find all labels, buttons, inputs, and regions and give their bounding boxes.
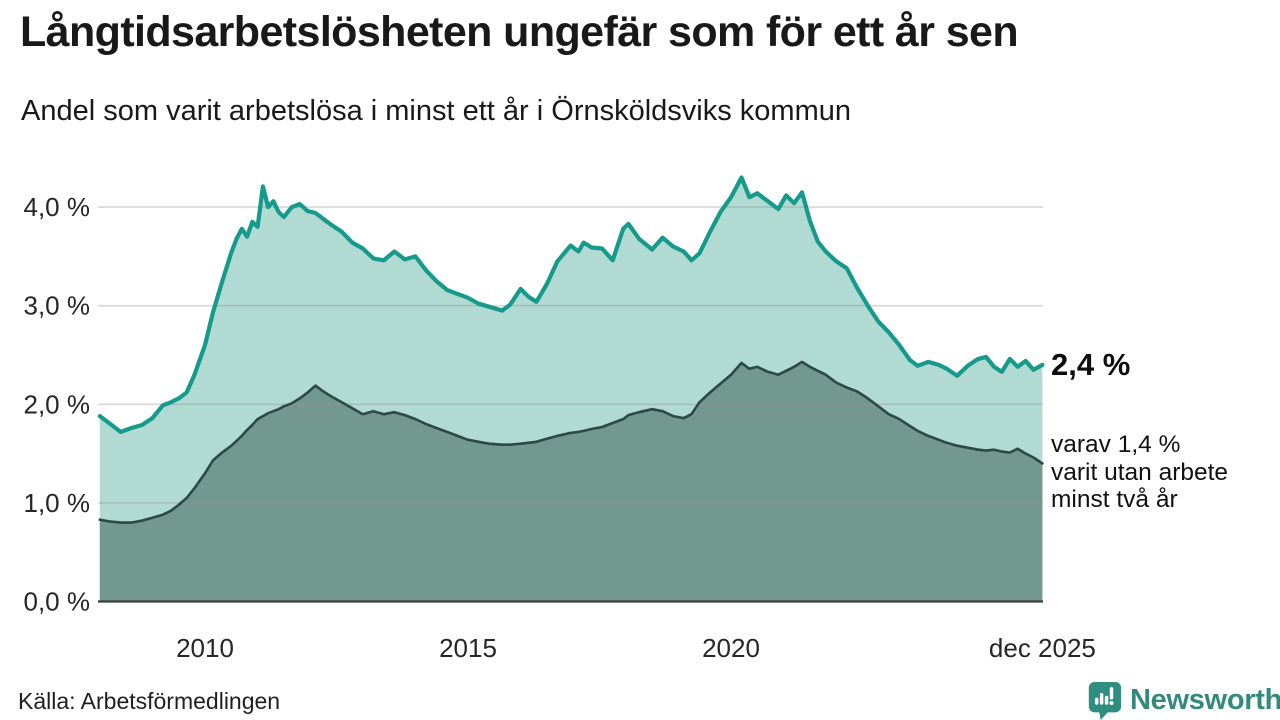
y-tick-label: 2,0 % (24, 389, 91, 419)
y-tick-label: 3,0 % (24, 291, 91, 321)
chart-subtitle: Andel som varit arbetslösa i minst ett å… (21, 95, 851, 127)
y-tick-label: 1,0 % (24, 488, 91, 518)
two-year-note-line3: minst två år (1051, 486, 1178, 513)
two-year-area (99, 361, 1043, 602)
x-tick-label: 2020 (702, 633, 760, 663)
two-year-note-line1: varav 1,4 % (1051, 431, 1181, 458)
x-tick-label: 2015 (439, 633, 497, 663)
x-tick-label: dec 2025 (989, 633, 1096, 663)
y-tick-label: 4,0 % (24, 192, 91, 222)
newsworthy-bubble-bar-chart-icon (1088, 681, 1122, 720)
latest-total-label: 2,4 % (1051, 347, 1131, 382)
x-tick-label: 2010 (176, 633, 234, 663)
two-year-note-line2: varit utan arbete (1051, 458, 1229, 486)
brand-wordmark: Newsworthy (1130, 683, 1280, 716)
chart-title: Långtidsarbetslösheten ungefär som för e… (20, 8, 1019, 56)
two-year-note: varav 1,4 % varit utan arbete minst två … (1051, 431, 1228, 514)
total-line (97, 175, 1045, 434)
two-year-line (98, 360, 1044, 524)
source-note: Källa: Arbetsförmedlingen (18, 688, 281, 714)
brand-logo: Newsworthy (1085, 680, 1280, 720)
y-tick-label: 0,0 % (24, 587, 91, 617)
